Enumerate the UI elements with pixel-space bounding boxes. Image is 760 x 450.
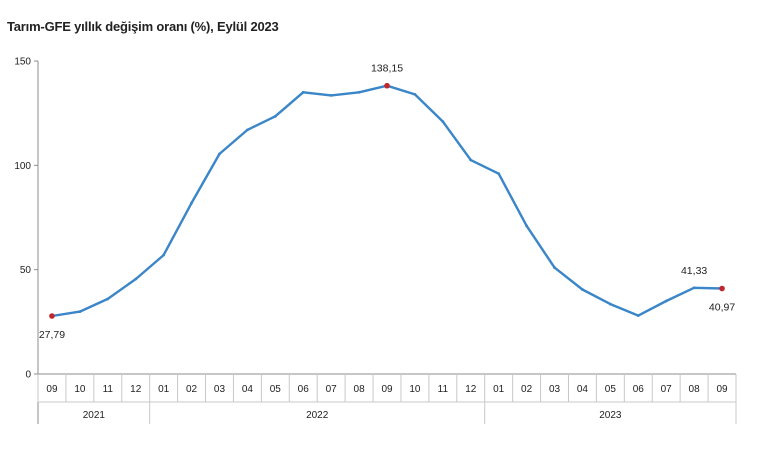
data-point — [581, 288, 584, 291]
data-point — [664, 299, 668, 303]
data-label: 27,79 — [39, 329, 65, 341]
x-tick-label: 03 — [549, 384, 561, 395]
y-tick-label: 0 — [25, 370, 31, 381]
data-point — [190, 201, 193, 205]
chart-axes — [37, 61, 736, 424]
x-axis-categories: 09 10 11 12 01 02 03 04 05 06 07 08 09 10 11 12 01 02 03 04… — [37, 374, 737, 424]
data-point — [525, 224, 528, 228]
y-tick-label: 150 — [14, 57, 31, 68]
y-tick-label: 100 — [14, 161, 31, 172]
x-tick-label: 12 — [465, 384, 477, 395]
x-tick-label: 05 — [270, 384, 282, 395]
x-tick-label: 09 — [716, 384, 728, 395]
x-tick-label: 06 — [298, 384, 310, 395]
year-label: 2023 — [599, 410, 622, 421]
x-tick-label: 12 — [130, 384, 142, 395]
x-tick-label: 08 — [354, 384, 366, 395]
x-tick-label: 02 — [186, 384, 198, 395]
data-point — [329, 94, 333, 97]
x-tick-label: 07 — [661, 384, 673, 395]
x-tick-label: 04 — [242, 384, 254, 395]
data-point — [301, 90, 305, 94]
data-point — [469, 158, 473, 162]
data-point — [218, 152, 221, 156]
x-tick-label: 10 — [409, 384, 421, 395]
x-tick-label: 02 — [521, 384, 533, 395]
year-label: 2021 — [83, 410, 106, 421]
x-tick-label: 09 — [381, 384, 393, 395]
x-tick-label: 01 — [493, 384, 505, 395]
data-point — [134, 277, 138, 281]
data-label: 41,33 — [681, 265, 707, 277]
data-point — [162, 253, 166, 257]
x-tick-label: 11 — [103, 384, 114, 395]
data-point — [441, 120, 445, 123]
data-label: 40,97 — [709, 302, 735, 314]
x-tick-label: 09 — [46, 384, 58, 395]
highlight-point — [49, 313, 55, 319]
data-point — [357, 90, 361, 94]
y-axis-ticks: 0 50 100 150 — [14, 57, 38, 381]
x-tick-label: 08 — [689, 384, 701, 395]
series-line — [51, 84, 723, 318]
y-tick-label: 50 — [20, 265, 32, 276]
data-label: 138,15 — [371, 63, 403, 75]
x-tick-label: 10 — [74, 384, 86, 395]
year-label: 2022 — [306, 410, 329, 421]
x-tick-label: 04 — [577, 384, 589, 395]
highlight-point — [384, 82, 390, 89]
data-point — [636, 314, 640, 317]
data-point — [608, 302, 612, 306]
highlight-point — [719, 285, 725, 292]
chart-title: Tarım-GFE yıllık değişim oranı (%), Eylü… — [7, 19, 279, 34]
x-tick-label: 05 — [605, 384, 617, 395]
data-point — [692, 286, 696, 290]
data-label-layer: 27,79 138,15 41,33 40,97 — [39, 63, 736, 341]
data-point — [273, 114, 277, 118]
data-point — [413, 92, 417, 96]
data-point — [78, 310, 82, 314]
data-point — [246, 128, 249, 132]
data-point — [553, 266, 556, 269]
x-tick-label: 01 — [158, 384, 170, 395]
x-tick-label: 11 — [438, 384, 449, 395]
marker-layer — [49, 82, 725, 319]
series-layer — [51, 84, 723, 318]
x-tick-label: 06 — [633, 384, 645, 395]
data-point — [497, 172, 501, 176]
x-tick-label: 07 — [326, 384, 338, 395]
data-point — [106, 297, 110, 301]
x-tick-label: 03 — [214, 384, 226, 395]
